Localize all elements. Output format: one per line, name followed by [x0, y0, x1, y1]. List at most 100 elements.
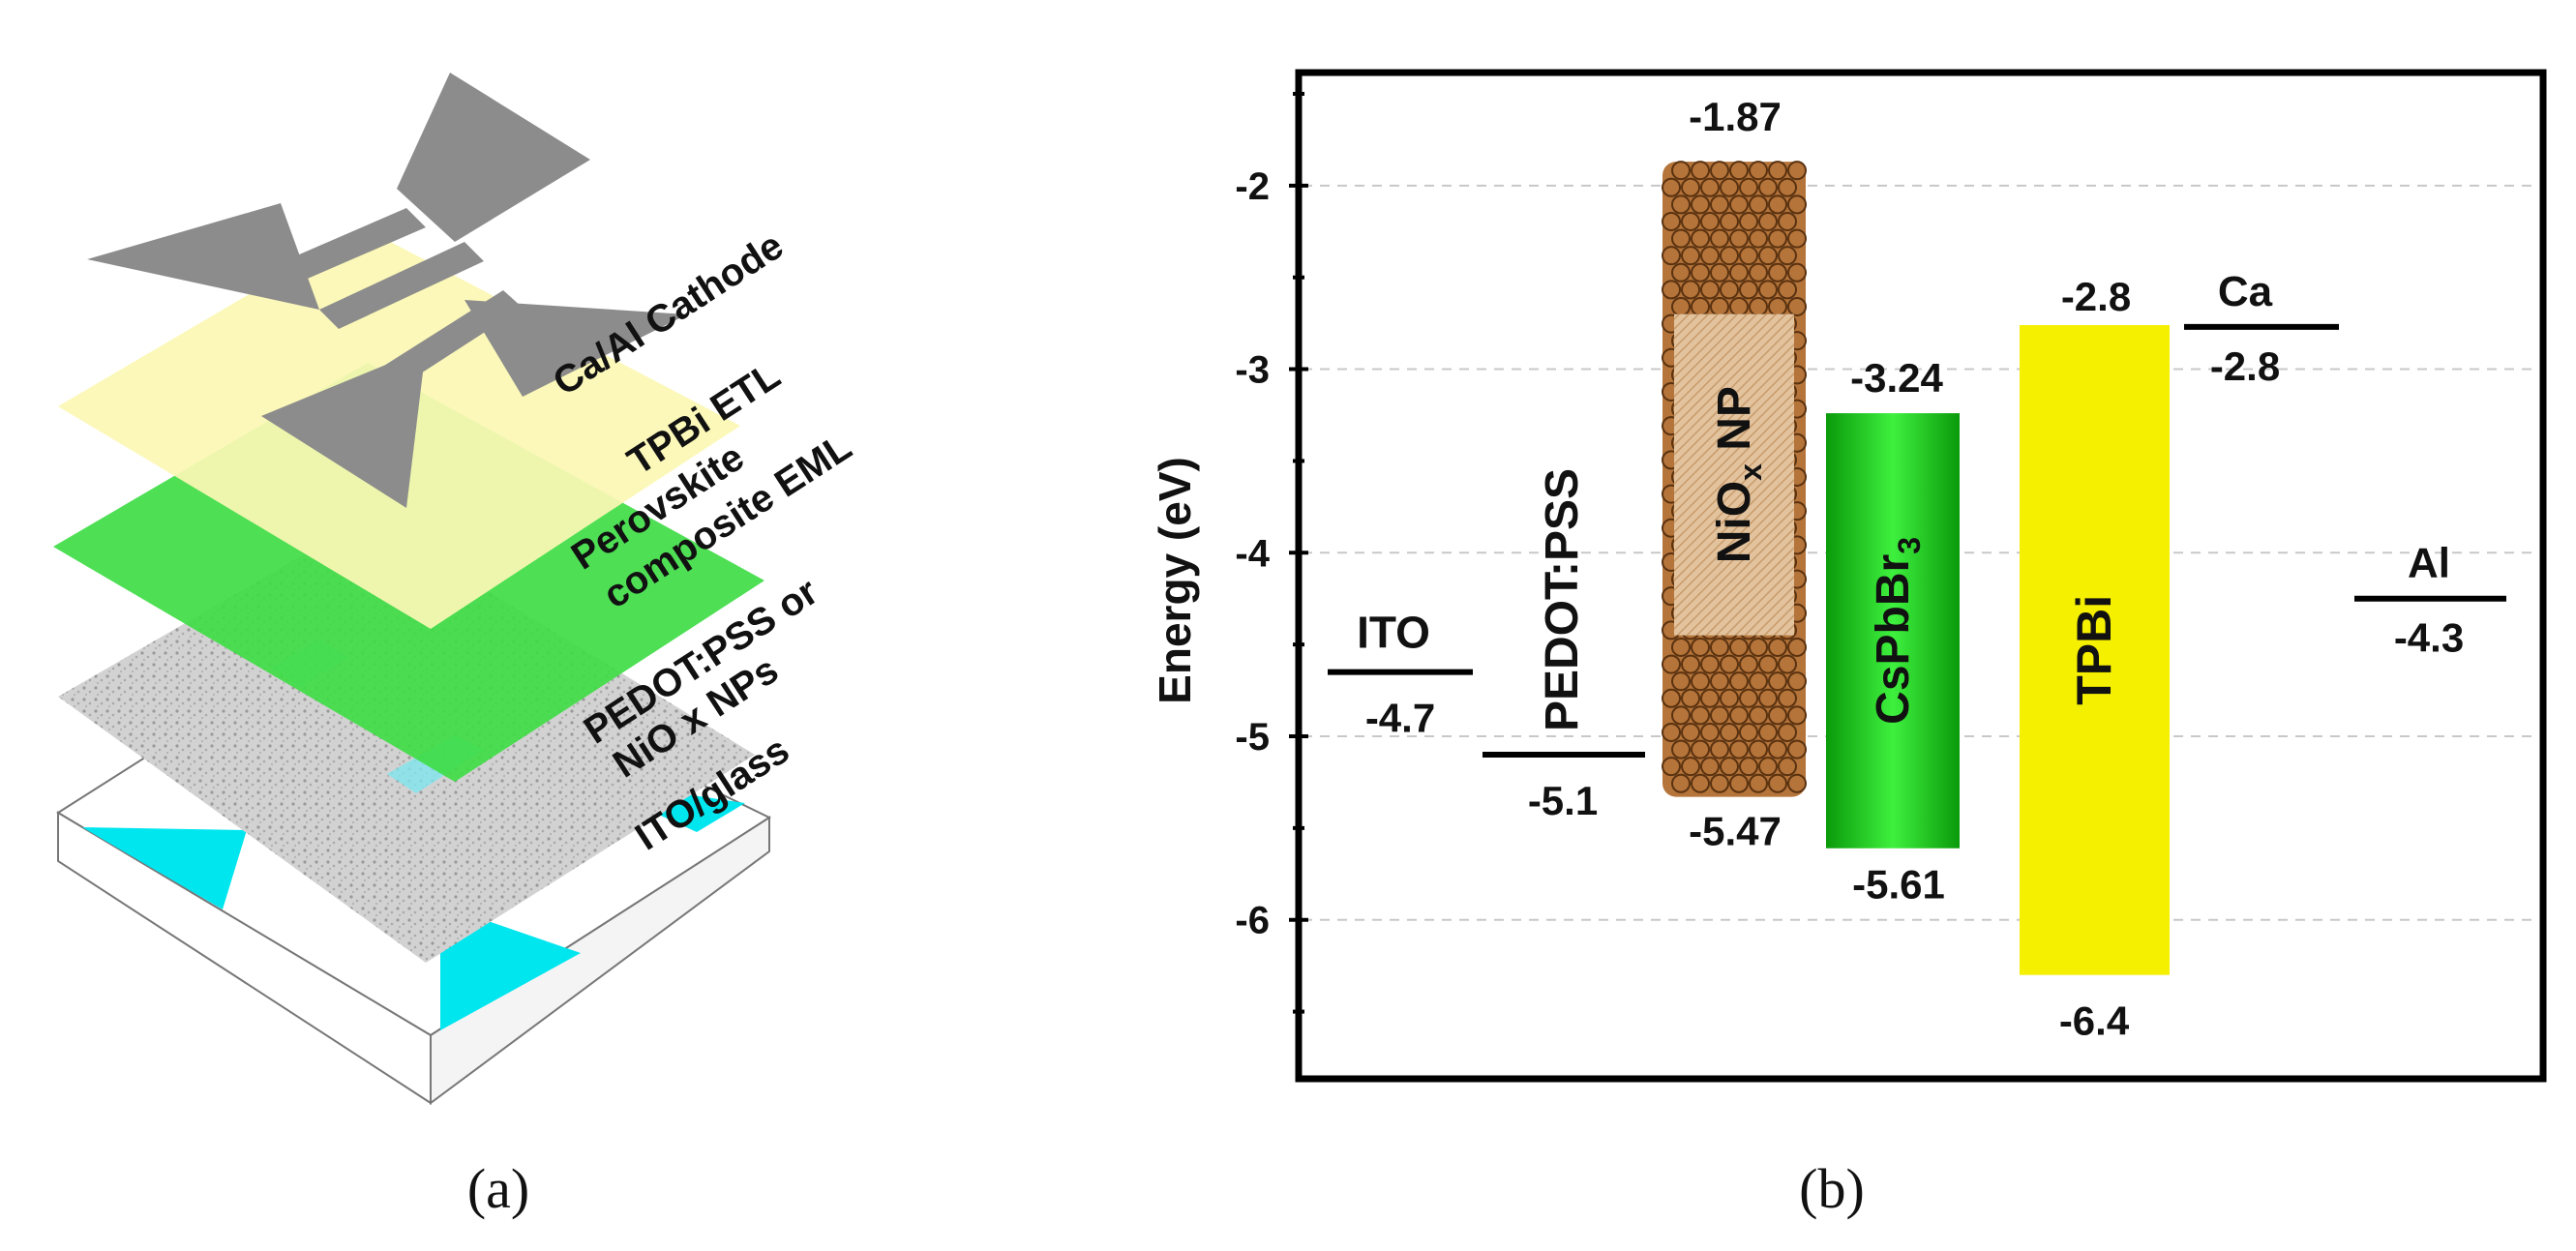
nio-particle: [1681, 757, 1700, 777]
ito-value: -4.7: [1365, 696, 1435, 741]
nio-particle: [1749, 262, 1768, 283]
nio-particle: [1749, 773, 1768, 793]
nio-hatched-region: [1674, 313, 1794, 636]
nio-particle: [1729, 161, 1749, 181]
nio-particle: [1720, 654, 1739, 674]
panel-b: -2 -3 -4 -5 -6 Energy (eV) ITO -4.7 PEDOT:PS…: [1150, 69, 2547, 1220]
nio-particle: [1691, 705, 1710, 726]
nio-particle: [1681, 688, 1700, 708]
nio-particle: [1662, 654, 1681, 674]
nio-particle: [1758, 280, 1778, 300]
nio-particle: [1787, 161, 1807, 181]
y-tick-label: -2: [1235, 165, 1270, 208]
nio-particle: [1700, 688, 1720, 708]
panel-a: Ca/Al Cathode TPBi ETL Perovskite compos…: [53, 73, 859, 1220]
al-label: Al: [2408, 540, 2450, 587]
nio-particle: [1749, 228, 1768, 249]
nio-particle: [1681, 280, 1700, 300]
ito-stripe-left: [82, 827, 247, 909]
nio-particle: [1710, 228, 1729, 249]
nio-particle: [1749, 194, 1768, 215]
nio-particle: [1787, 739, 1807, 760]
nio-particle: [1729, 637, 1749, 657]
cathode-pad-right: [464, 300, 687, 397]
nio-particle: [1778, 688, 1797, 708]
nio-particle: [1710, 262, 1729, 283]
pedot-value: -5.1: [1528, 778, 1598, 823]
nio-particle: [1768, 739, 1787, 760]
nio-particle: [1739, 654, 1758, 674]
ito-label: ITO: [1357, 608, 1430, 658]
nio-particle: [1778, 757, 1797, 777]
nio-particle: [1691, 637, 1710, 657]
nio-particle: [1758, 177, 1778, 197]
nio-particle: [1749, 671, 1768, 692]
cathode-finger-2: [319, 242, 484, 329]
nio-particle: [1662, 211, 1681, 231]
nio-particle: [1691, 262, 1710, 283]
nio-particle: [1662, 246, 1681, 266]
nio-particle: [1700, 211, 1720, 231]
nio-particle: [1758, 654, 1778, 674]
nio-particle: [1671, 194, 1691, 215]
y-tick-label: -4: [1235, 532, 1270, 575]
nio-particle: [1700, 757, 1720, 777]
nio-particle: [1768, 296, 1787, 316]
nio-particle: [1768, 671, 1787, 692]
nio-particle: [1691, 194, 1710, 215]
nio-particle: [1768, 773, 1787, 793]
nio-top-value: -1.87: [1689, 94, 1782, 139]
nio-particle: [1768, 705, 1787, 726]
nio-particle: [1749, 637, 1768, 657]
cspbbr3-top-value: -3.24: [1850, 355, 1943, 401]
nio-particle: [1787, 194, 1807, 215]
nio-particle: [1662, 177, 1681, 197]
nio-particle: [1739, 280, 1758, 300]
nio-particle: [1778, 177, 1797, 197]
nio-particle: [1787, 705, 1807, 726]
nio-particle: [1710, 194, 1729, 215]
nio-particle: [1720, 722, 1739, 742]
nio-particle: [1671, 739, 1691, 760]
al-value: -4.3: [2394, 615, 2464, 661]
nio-particle: [1739, 688, 1758, 708]
nio-particle: [1720, 280, 1739, 300]
tpbi-band: [2020, 325, 2170, 975]
cspbbr3-label: CsPbBr3: [1868, 537, 1927, 725]
nio-particle: [1710, 705, 1729, 726]
nio-particle: [1739, 246, 1758, 266]
nio-particle: [1700, 654, 1720, 674]
nio-particle: [1720, 757, 1739, 777]
nio-particle: [1787, 262, 1807, 283]
nio-particle: [1671, 161, 1691, 181]
ca-label: Ca: [2218, 268, 2273, 315]
nio-particle: [1787, 228, 1807, 249]
nio-particle: [1691, 161, 1710, 181]
nio-particle: [1662, 757, 1681, 777]
nio-particle: [1768, 637, 1787, 657]
tpbi-bottom-value: -6.4: [2059, 998, 2130, 1044]
nio-particle: [1671, 228, 1691, 249]
nio-particle: [1729, 705, 1749, 726]
y-axis: -2 -3 -4 -5 -6: [1235, 91, 1308, 1014]
nio-particle: [1671, 773, 1691, 793]
y-tick-label: -3: [1235, 349, 1270, 392]
nio-particle: [1768, 262, 1787, 283]
nio-particle: [1739, 211, 1758, 231]
nio-particle: [1768, 161, 1787, 181]
ito-stripe-bottom: [440, 905, 581, 1030]
nio-particle: [1720, 688, 1739, 708]
nio-particle: [1778, 280, 1797, 300]
nio-particle: [1662, 722, 1681, 742]
nio-particle: [1691, 773, 1710, 793]
nio-particle: [1710, 739, 1729, 760]
caption-a: (a): [467, 1157, 529, 1220]
nio-particle: [1700, 722, 1720, 742]
nio-particle: [1729, 739, 1749, 760]
nio-particle: [1787, 296, 1807, 316]
nio-particle: [1710, 161, 1729, 181]
nio-particle: [1768, 228, 1787, 249]
glass-side-right: [430, 816, 770, 1105]
nio-particle: [1749, 739, 1768, 760]
nio-particle: [1758, 722, 1778, 742]
